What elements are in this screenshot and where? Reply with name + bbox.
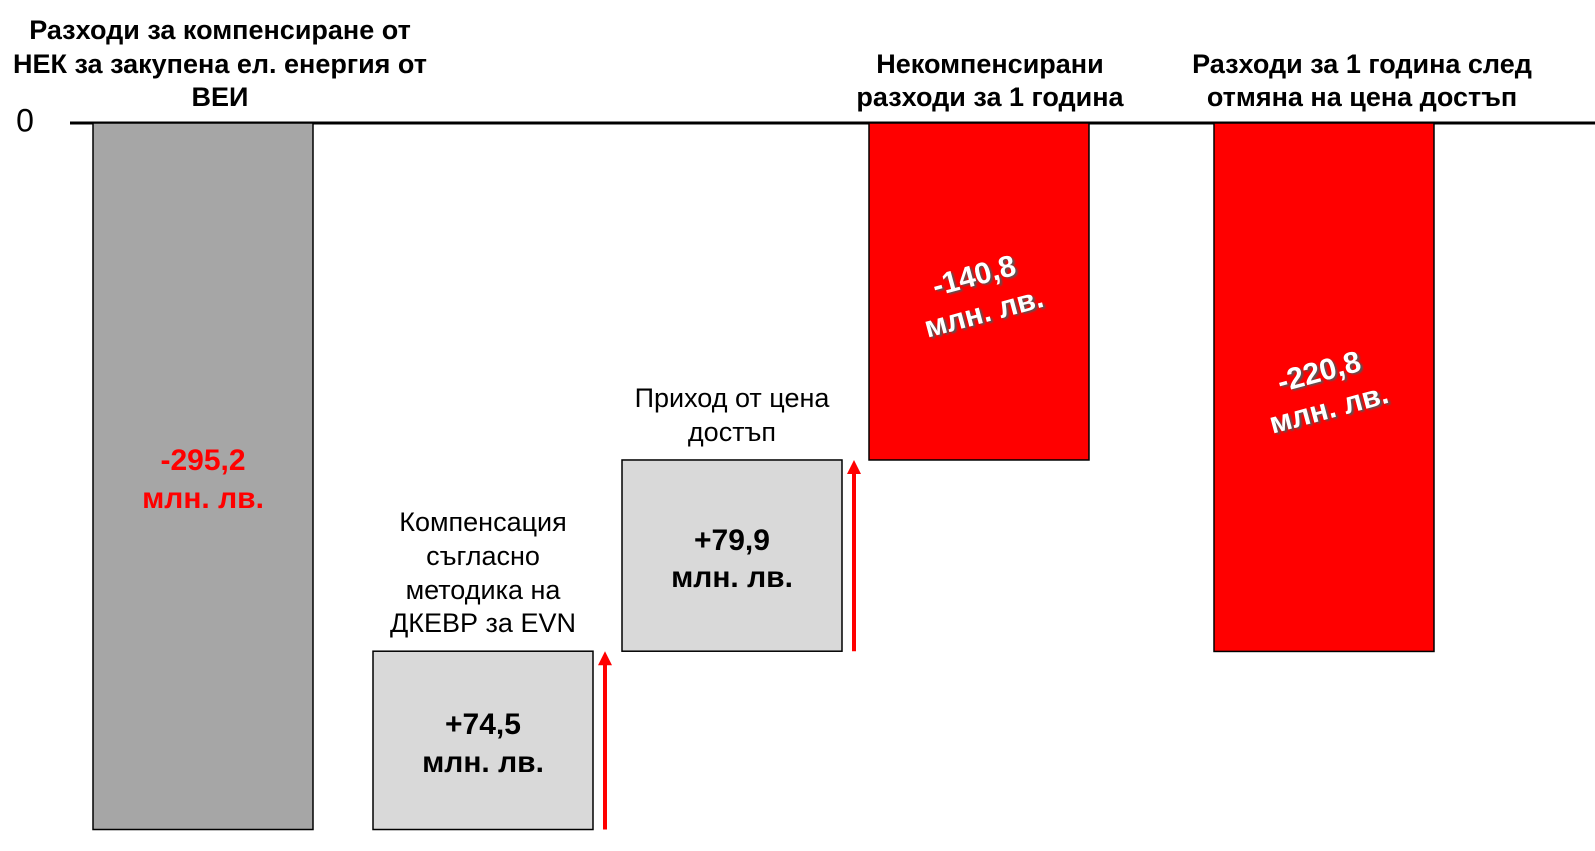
category-label: Компенсация съгласно методика на ДКЕВР з… (390, 507, 576, 639)
arrow-head (598, 651, 612, 666)
unit-label: млн. лв. (671, 561, 793, 595)
bar (868, 122, 1090, 461)
bar (1213, 122, 1435, 653)
bar (92, 122, 314, 831)
category-label: Приход от цена достъп (634, 383, 830, 448)
category-label: Некомпенсирани разходи за 1 година (856, 48, 1124, 113)
value-label-box: +74,5 млн. лв. (373, 706, 593, 781)
arrow-head (847, 459, 861, 474)
y-tick-label: 0 (16, 102, 34, 138)
value-label: +74,5 (445, 708, 521, 742)
category-label: Разходи за компенсиране от НЕК за закупе… (13, 14, 427, 113)
value-label: -295,2 (160, 444, 246, 478)
value-label-box: +79,9 млн. лв. (622, 522, 842, 597)
value-label-box: -295,2 млн. лв. (93, 442, 313, 517)
category-label: Разходи за 1 година след отмяна на цена … (1192, 48, 1532, 113)
unit-label: млн. лв. (422, 745, 544, 779)
value-label: +79,9 (694, 523, 770, 557)
unit-label: млн. лв. (142, 481, 264, 515)
bar (621, 459, 843, 652)
bar (372, 650, 594, 831)
